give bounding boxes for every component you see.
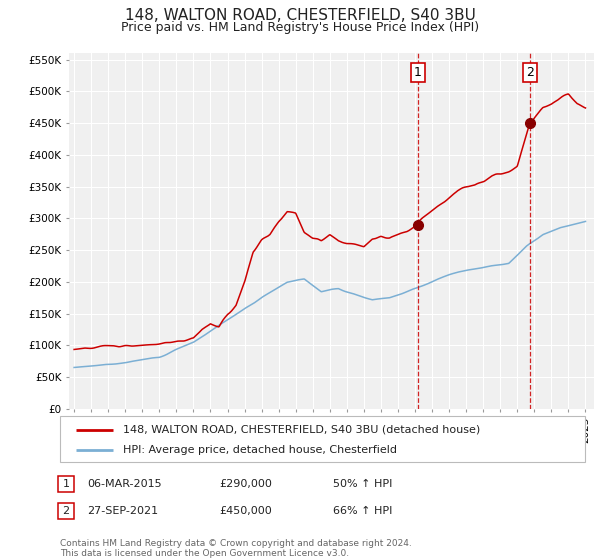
Text: 06-MAR-2015: 06-MAR-2015: [87, 479, 161, 489]
FancyBboxPatch shape: [58, 477, 74, 492]
Text: 27-SEP-2021: 27-SEP-2021: [87, 506, 158, 516]
Text: Contains HM Land Registry data © Crown copyright and database right 2024.
This d: Contains HM Land Registry data © Crown c…: [60, 539, 412, 558]
Text: £290,000: £290,000: [219, 479, 272, 489]
FancyBboxPatch shape: [58, 503, 74, 519]
Text: HPI: Average price, detached house, Chesterfield: HPI: Average price, detached house, Ches…: [123, 445, 397, 455]
Text: 2: 2: [526, 66, 534, 78]
Text: 50% ↑ HPI: 50% ↑ HPI: [333, 479, 392, 489]
Text: 1: 1: [414, 66, 422, 78]
Text: 148, WALTON ROAD, CHESTERFIELD, S40 3BU (detached house): 148, WALTON ROAD, CHESTERFIELD, S40 3BU …: [123, 425, 480, 435]
Text: 148, WALTON ROAD, CHESTERFIELD, S40 3BU: 148, WALTON ROAD, CHESTERFIELD, S40 3BU: [125, 8, 475, 24]
Text: 66% ↑ HPI: 66% ↑ HPI: [333, 506, 392, 516]
Text: 1: 1: [62, 479, 70, 489]
Text: 2: 2: [62, 506, 70, 516]
Text: £450,000: £450,000: [219, 506, 272, 516]
Text: Price paid vs. HM Land Registry's House Price Index (HPI): Price paid vs. HM Land Registry's House …: [121, 21, 479, 34]
FancyBboxPatch shape: [60, 416, 585, 462]
